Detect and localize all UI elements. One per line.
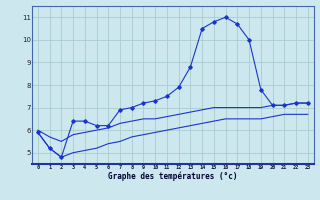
X-axis label: Graphe des températures (°c): Graphe des températures (°c) bbox=[108, 171, 237, 181]
